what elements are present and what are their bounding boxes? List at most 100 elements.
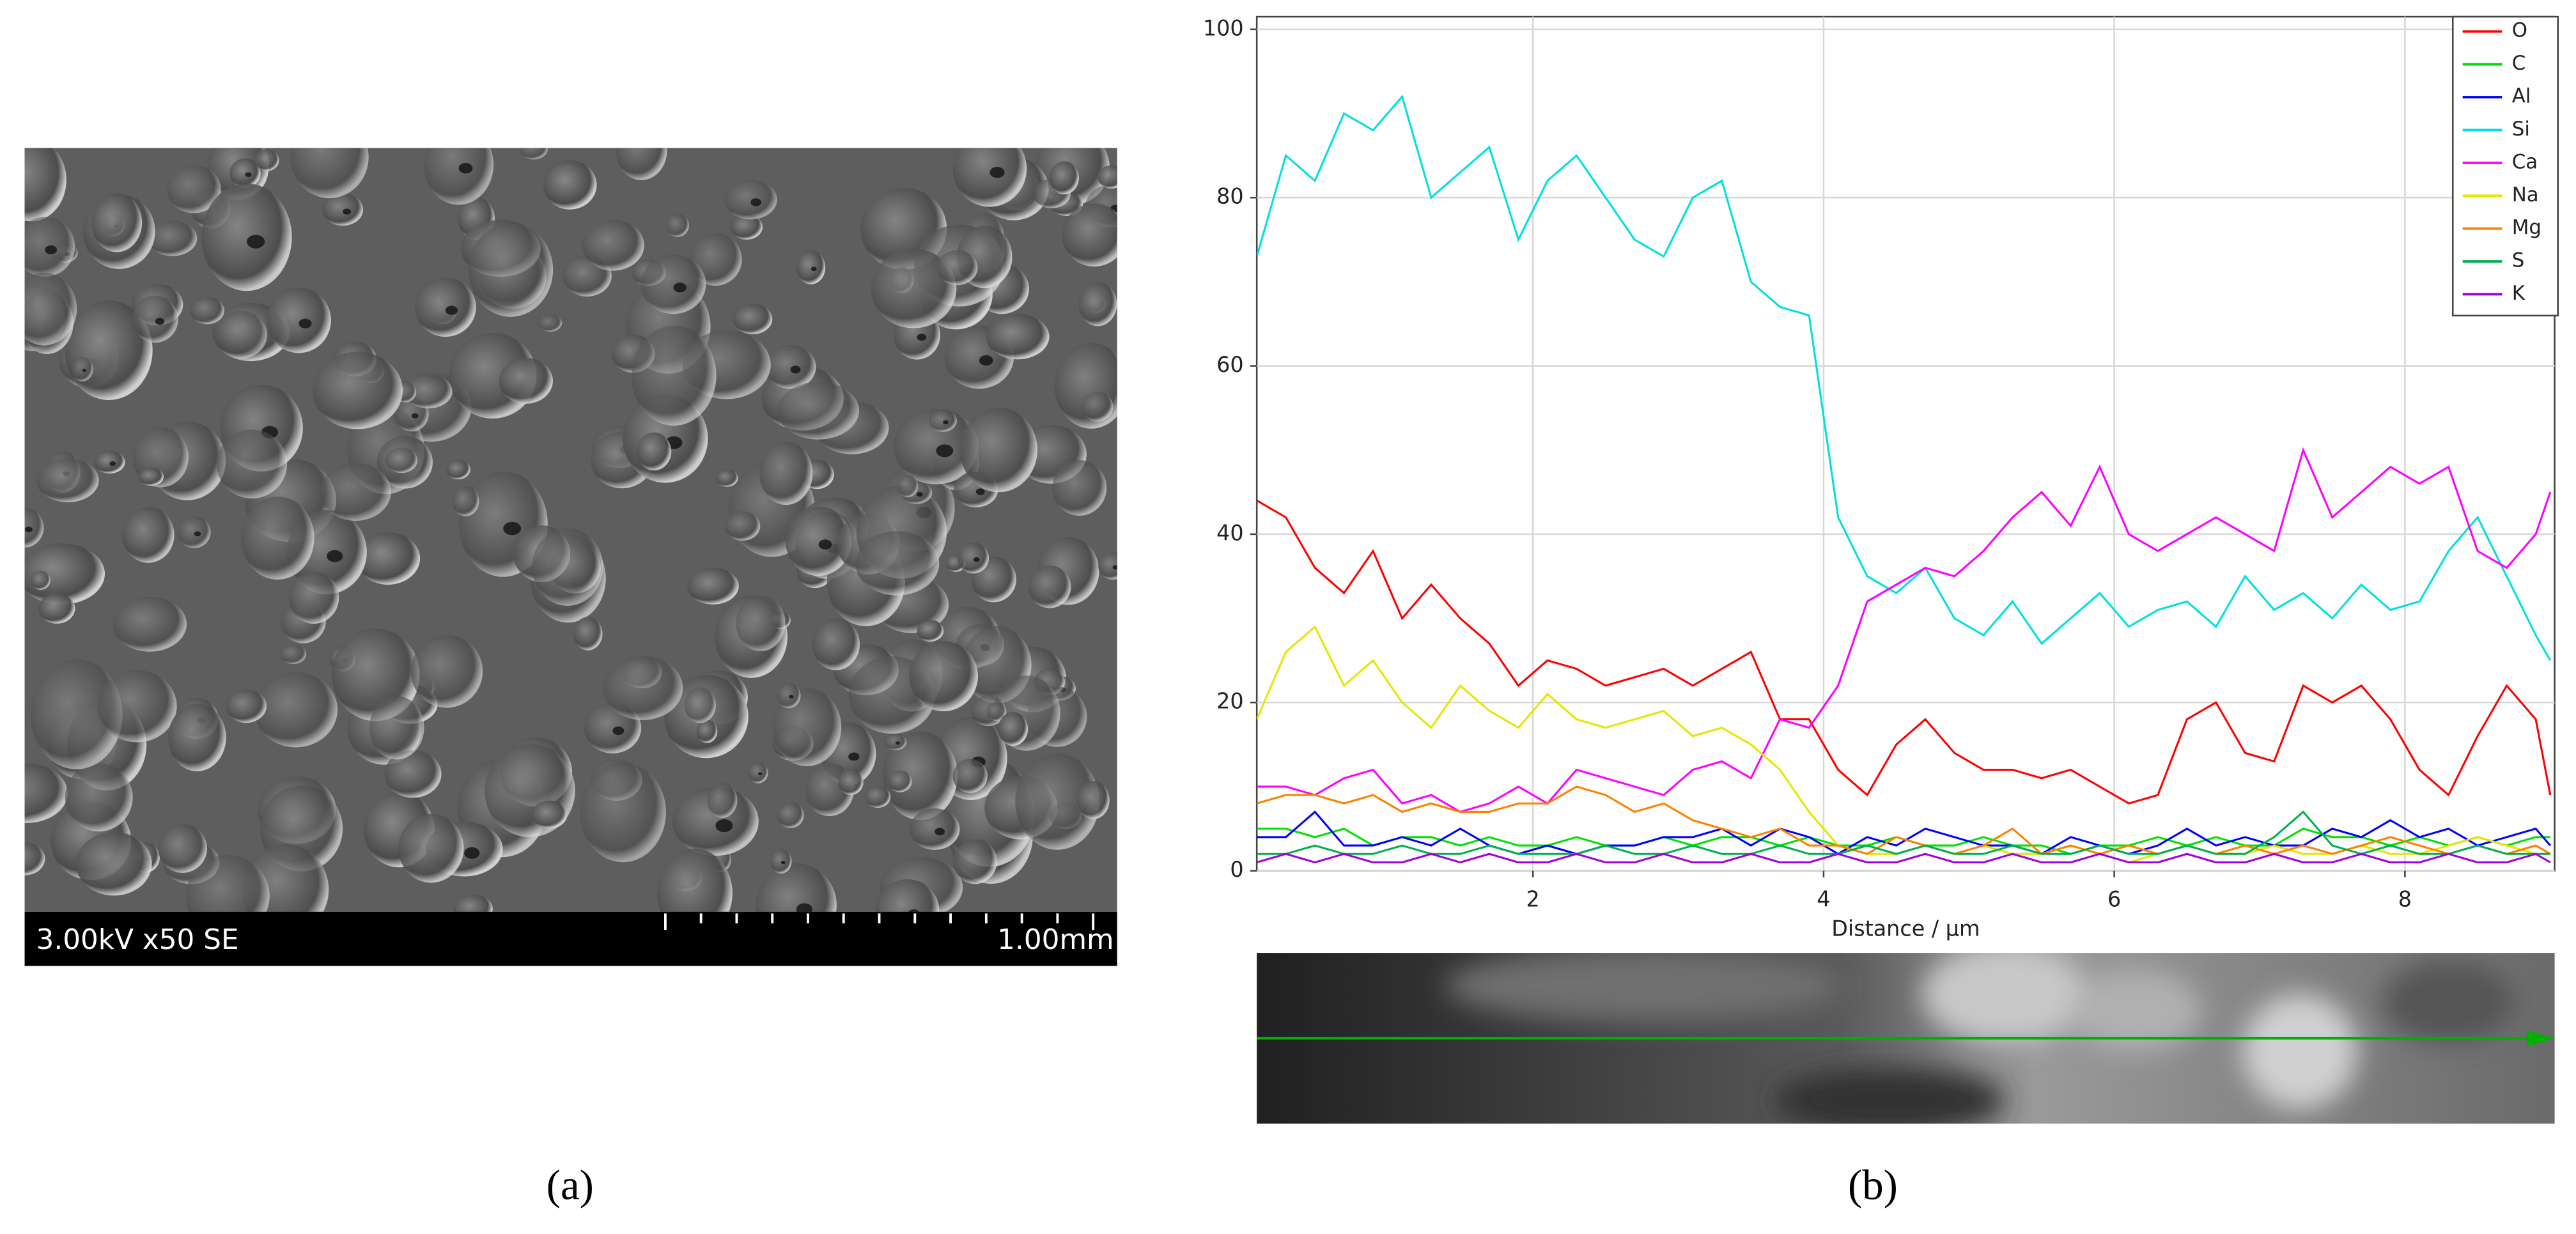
sem-grain <box>952 759 988 793</box>
sem-grain <box>1098 552 1117 580</box>
legend-label: Al <box>2512 85 2531 108</box>
sem-texture <box>24 148 1117 912</box>
sem-grain <box>724 180 777 220</box>
legend-label: S <box>2512 249 2525 272</box>
sem-grain <box>30 571 50 590</box>
sem-grain <box>864 785 891 808</box>
sem-grain <box>24 507 44 548</box>
sem-grain <box>369 696 424 760</box>
sem-grain <box>279 644 307 665</box>
sem-grain <box>748 762 768 783</box>
sem-grain <box>254 672 338 748</box>
sem-grain <box>320 463 391 521</box>
grid <box>1257 17 2555 872</box>
sem-grain <box>148 220 198 256</box>
sem-grain <box>138 468 164 486</box>
sem-grain <box>1049 161 1079 195</box>
sem-grain <box>168 704 226 771</box>
y-tick-label: 60 <box>1216 352 1244 377</box>
sem-pore <box>818 539 832 550</box>
sem-grain <box>190 297 224 325</box>
sem-pore <box>975 488 985 495</box>
sem-grain <box>960 407 1037 493</box>
sem-pore <box>155 318 165 325</box>
sem-grain <box>656 849 733 912</box>
sem-grain <box>65 763 133 832</box>
sem-grain <box>24 842 45 875</box>
sem-grain <box>796 251 826 284</box>
sem-grain <box>201 183 292 291</box>
sem-grain <box>385 447 418 474</box>
sem-pore <box>445 305 458 315</box>
sem-pore <box>936 444 954 458</box>
sem-pore <box>1112 565 1117 570</box>
sem-grain <box>1078 282 1117 327</box>
y-tick-label: 80 <box>1216 184 1244 209</box>
sem-pore <box>896 741 900 745</box>
x-tick-label: 8 <box>2398 886 2412 911</box>
sem-info: 3.00kV x50 SE <box>36 923 239 956</box>
sem-grain <box>322 193 364 226</box>
sem-grain <box>1098 165 1117 189</box>
sem-grain <box>910 808 960 850</box>
sem-grain <box>30 659 123 769</box>
sem-grain <box>986 314 1050 360</box>
sem-grain <box>909 641 978 712</box>
sem-grain <box>893 408 979 484</box>
sem-grain <box>166 165 221 213</box>
sem-grain <box>603 656 683 720</box>
x-tick-label: 2 <box>1526 886 1540 911</box>
legend: OC Al Si Ca Na Mg SK <box>2451 15 2559 317</box>
sem-grain <box>917 620 944 642</box>
sem-grain <box>355 532 421 585</box>
legend-label: O <box>2512 19 2527 42</box>
sem-grain <box>631 325 717 426</box>
sem-pore <box>916 491 923 497</box>
sem-grain <box>1015 753 1099 850</box>
sem-pore <box>790 366 801 374</box>
axes: 0 20 40 60 80 100 2 4 6 8 <box>1203 15 2412 911</box>
sem-grain <box>519 148 548 160</box>
sem-grain <box>71 357 93 382</box>
sem-grain <box>398 814 464 883</box>
sem-grain <box>759 441 813 505</box>
sem-pore <box>789 695 794 698</box>
sem-grain <box>404 374 453 409</box>
sem-grain <box>573 617 603 651</box>
series-line <box>1257 810 2551 856</box>
sem-pore <box>458 163 473 174</box>
legend-label: Ca <box>2512 150 2538 173</box>
sem-pore <box>247 235 265 249</box>
y-tick-label: 20 <box>1216 689 1244 714</box>
strip-texture <box>1445 953 2514 1124</box>
sem-pore <box>908 909 920 912</box>
sem-pore <box>917 334 927 341</box>
sem-scale: 1.00mm <box>997 923 1113 956</box>
sem-grain <box>696 720 718 743</box>
sem-grain <box>687 567 739 605</box>
sem-pore <box>299 318 312 328</box>
sem-grain <box>855 531 940 596</box>
sem-grain <box>452 486 479 516</box>
x-tick-label: 6 <box>2107 886 2121 911</box>
sem-grain <box>415 277 476 337</box>
scale-ticks <box>663 913 1095 930</box>
sem-grain <box>24 543 105 605</box>
legend-label: Mg <box>2512 216 2541 239</box>
series-line <box>1257 95 2552 661</box>
sem-grain <box>871 249 957 328</box>
sem-grain <box>24 217 75 277</box>
sem-grain <box>122 507 175 563</box>
sem-grain <box>998 712 1028 746</box>
sem-grain <box>240 497 314 580</box>
sem-info-bar <box>24 911 1117 966</box>
sem-pore <box>194 531 201 537</box>
sem-pore <box>811 266 817 272</box>
sem-pore <box>343 208 351 215</box>
sem-grain <box>215 311 267 359</box>
sem-pore <box>327 550 343 562</box>
sem-grain <box>1052 459 1107 516</box>
sem-grain <box>410 635 483 708</box>
sem-grain <box>94 451 125 474</box>
